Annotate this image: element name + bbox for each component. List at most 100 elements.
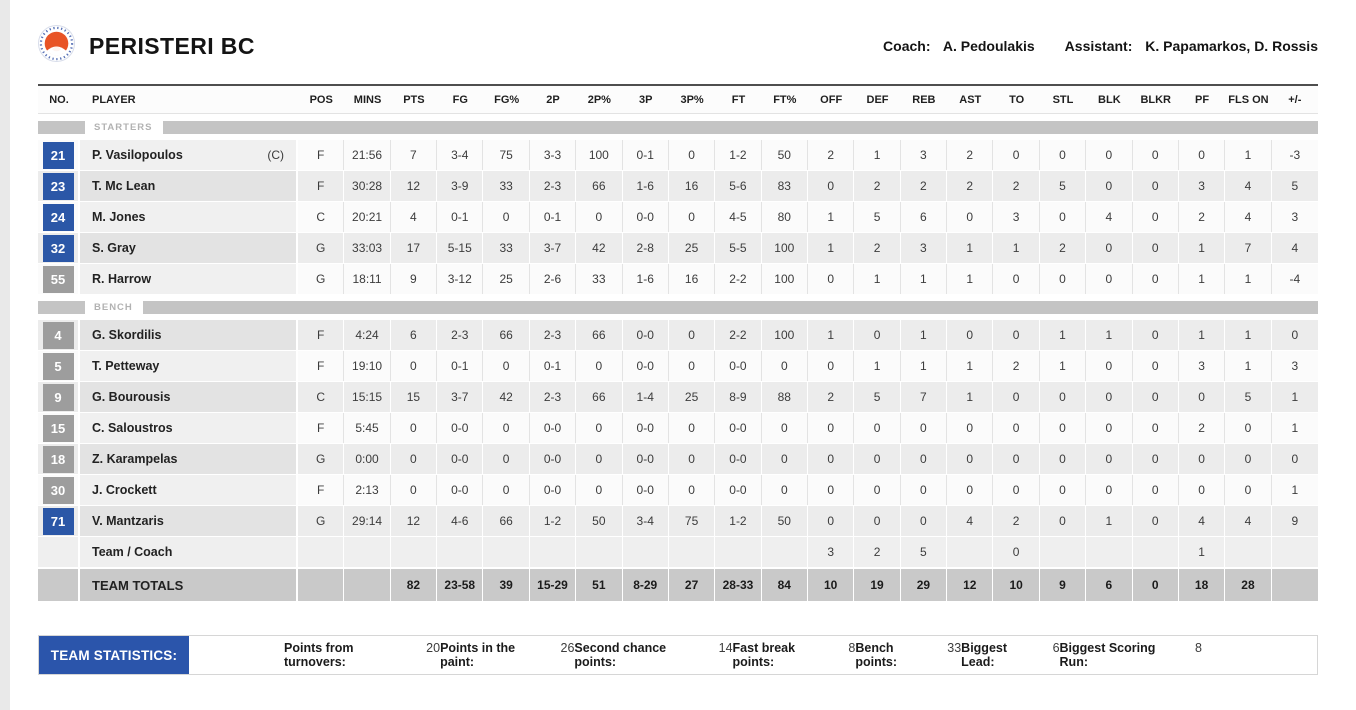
stat-cell [437, 537, 484, 567]
stat-cell: 0 [1225, 444, 1272, 474]
player-row: 30 J. Crockett F 2:13 0 0-0 0 0-0 0 0-0 0 0-0 0 0 0 0 0 0… [38, 475, 1318, 505]
stat-cell: 9 [1271, 506, 1318, 536]
player-name-cell[interactable]: C. Saloustros [80, 413, 298, 443]
stat-cell: 1 [1225, 351, 1272, 381]
stat-cell: 3 [1178, 351, 1226, 381]
stat-cell: 3 [993, 202, 1040, 232]
section-bar-block [38, 121, 85, 134]
player-name-cell[interactable]: R. Harrow [80, 264, 298, 294]
player-name: M. Jones [92, 210, 146, 224]
stat-cell: 5 [1225, 382, 1272, 412]
stat-cell: 18:11 [344, 264, 391, 294]
stat-cell: 2 [854, 171, 901, 201]
player-row: 55 R. Harrow G 18:11 9 3-12 25 2-6 33 1-6 16 2-2 100… [38, 264, 1318, 294]
box-score-page: PERISTERI BC Coach: A. Pedoulakis Assist… [38, 0, 1318, 675]
player-row: 32 S. Gray G 33:03 17 5-15 33 3-7 42 2-8 25 5-5 100 1… [38, 233, 1318, 263]
player-name-cell[interactable]: T. Petteway [80, 351, 298, 381]
stat-cell: 50 [576, 506, 623, 536]
column-header-mins: MINS [353, 93, 382, 106]
stat-cell: 4 [1225, 171, 1272, 201]
column-header-2p: 2P [546, 93, 560, 106]
stat-cell: 3 [1178, 171, 1226, 201]
stat-cell: 1 [1271, 413, 1318, 443]
stat-cell: 0-0 [529, 444, 577, 474]
stat-cell: 0 [761, 413, 808, 443]
stat-cell: 25 [668, 233, 716, 263]
stat-cell: 0 [993, 382, 1040, 412]
player-name-cell[interactable]: P. Vasilopoulos (C) [80, 140, 298, 170]
stat-cell: 1 [1086, 506, 1133, 536]
section-bar-bench: BENCH [38, 301, 1318, 314]
stat-cell: 0 [854, 413, 901, 443]
stat-cell: 51 [576, 569, 623, 601]
stat-cell: 0 [947, 202, 994, 232]
team-stat-value: 14 [718, 641, 733, 655]
stat-cell: 5:45 [344, 413, 391, 443]
stat-cell: 10 [993, 569, 1040, 601]
stat-cell: 0 [668, 444, 716, 474]
row-label: TEAM TOTALS [92, 577, 184, 593]
player-name-cell[interactable]: G. Bourousis [80, 382, 298, 412]
row-label: Team / Coach [92, 545, 173, 559]
stat-cell: 0-0 [622, 475, 669, 505]
stat-cell: 0 [993, 444, 1040, 474]
stat-cell: 0 [900, 413, 948, 443]
stat-cell [1271, 569, 1318, 601]
stat-cell: 3 [1271, 351, 1318, 381]
stat-cell: 3 [900, 140, 948, 170]
player-number-cell: 4 [38, 320, 80, 350]
player-number-badge: 9 [42, 383, 74, 411]
stat-cell: 100 [761, 264, 808, 294]
stat-cell: 0 [854, 320, 901, 350]
player-name-cell[interactable]: G. Skordilis [80, 320, 298, 350]
stat-cell: 0 [947, 320, 994, 350]
stat-cell: 0 [807, 444, 855, 474]
stat-cell: 0 [1178, 140, 1226, 170]
stat-cell: 2 [807, 140, 855, 170]
stat-cell [1225, 537, 1272, 567]
stat-cell: 75 [668, 506, 716, 536]
team-logo-icon [38, 25, 75, 67]
stat-cell: 0-0 [715, 444, 762, 474]
player-number-badge: 18 [42, 445, 74, 473]
page-scrollbar-track[interactable] [0, 0, 10, 710]
stat-cell: 2 [1178, 202, 1226, 232]
stat-cell: 0 [483, 413, 530, 443]
column-header-off: OFF [820, 93, 843, 106]
player-name-cell[interactable]: Z. Karampelas [80, 444, 298, 474]
stat-cell: 0 [1132, 351, 1179, 381]
player-name-cell[interactable]: V. Mantzaris [80, 506, 298, 536]
team-statistics-title: TEAM STATISTICS: [39, 636, 189, 674]
stat-cell: 0 [854, 475, 901, 505]
stat-cell: 0 [1039, 202, 1087, 232]
player-number-badge: 15 [42, 414, 74, 442]
stat-cell: F [298, 475, 345, 505]
assistant-label: Assistant: [1064, 38, 1133, 54]
stat-cell: 1 [900, 320, 948, 350]
player-row: 24 M. Jones C 20:21 4 0-1 0 0-1 0 0-0 0 4-5 80 1 5 6 0 3 0… [38, 202, 1318, 232]
stat-cell: G [298, 444, 345, 474]
player-row: 5 T. Petteway F 19:10 0 0-1 0 0-1 0 0-0 0 0-0 0 0 1 1 1 2… [38, 351, 1318, 381]
stat-cell: 0 [1039, 506, 1087, 536]
stat-cell: 0 [1132, 475, 1179, 505]
stat-cell: 0-1 [622, 140, 669, 170]
team-stat-item: Biggest Scoring Run: 8 [1060, 641, 1202, 669]
stat-cell: 0-0 [529, 475, 577, 505]
stat-cell: 5 [854, 382, 901, 412]
stat-cell: 0 [807, 506, 855, 536]
player-name: P. Vasilopoulos [92, 148, 183, 162]
player-name-cell[interactable]: M. Jones [80, 202, 298, 232]
stat-cell: 2-3 [529, 382, 577, 412]
stat-cell: 3-3 [529, 140, 577, 170]
stat-cell: 0 [390, 475, 438, 505]
player-name-cell[interactable]: S. Gray [80, 233, 298, 263]
stat-cell: 2 [854, 537, 901, 567]
stat-cell: 0 [1132, 140, 1179, 170]
column-header-to: TO [1009, 93, 1025, 106]
player-name-cell[interactable]: T. Mc Lean [80, 171, 298, 201]
stat-cell [529, 537, 577, 567]
stat-cell: 6 [900, 202, 948, 232]
player-name-cell[interactable]: J. Crockett [80, 475, 298, 505]
stat-cell: 66 [576, 382, 623, 412]
stat-cell: 0-0 [529, 413, 577, 443]
